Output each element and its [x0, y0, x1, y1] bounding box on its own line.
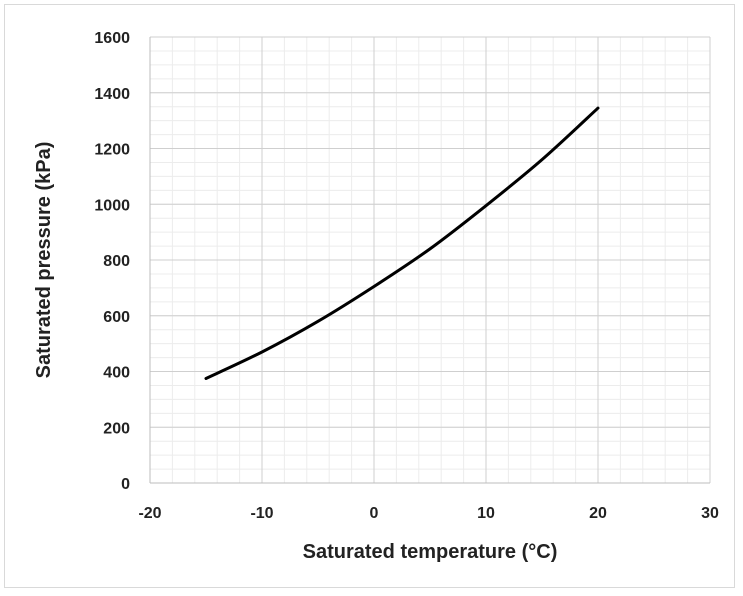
x-tick-label: 30: [701, 505, 719, 522]
x-axis-title: Saturated temperature (°C): [303, 541, 558, 563]
data-series: [204, 106, 600, 380]
y-axis-title: Saturated pressure (kPa): [33, 142, 55, 379]
axes: [149, 37, 710, 484]
y-tick-label: 1400: [94, 86, 130, 103]
y-tick-label: 1200: [94, 142, 130, 159]
x-tick-label: 0: [370, 505, 379, 522]
y-tick-label: 0: [121, 476, 130, 493]
series-line: [204, 106, 600, 380]
chart-frame: [4, 4, 735, 588]
x-tick-label: 10: [477, 505, 495, 522]
x-tick-label: -20: [138, 505, 161, 522]
y-tick-label: 800: [103, 253, 130, 270]
y-tick-labels: 0 200 400 600 800 1000 1200 1400 1600: [94, 30, 130, 493]
y-tick-label: 1600: [94, 30, 130, 47]
major-gridlines: [149, 36, 711, 484]
y-tick-label: 400: [103, 365, 130, 382]
y-tick-label: 600: [103, 309, 130, 326]
y-tick-label: 1000: [94, 197, 130, 214]
y-tick-label: 200: [103, 420, 130, 437]
x-tick-labels: -20 -10 0 10 20 30: [138, 505, 719, 522]
x-tick-label: 20: [589, 505, 607, 522]
x-tick-label: -10: [250, 505, 273, 522]
